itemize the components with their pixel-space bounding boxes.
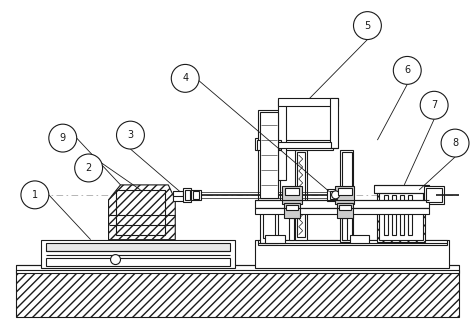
- Bar: [374, 185, 429, 193]
- Bar: [337, 203, 353, 218]
- Bar: [426, 188, 442, 202]
- Text: 1: 1: [32, 190, 38, 200]
- Circle shape: [171, 64, 199, 92]
- Text: 5: 5: [365, 21, 371, 31]
- Text: 2: 2: [85, 163, 92, 173]
- Bar: [285, 188, 299, 195]
- Bar: [329, 98, 337, 148]
- Bar: [408, 195, 412, 235]
- Bar: [16, 265, 459, 273]
- Text: 6: 6: [404, 65, 410, 75]
- Bar: [377, 190, 425, 242]
- Text: 4: 4: [182, 73, 188, 83]
- Text: 7: 7: [431, 100, 438, 110]
- Circle shape: [49, 124, 77, 152]
- Bar: [335, 186, 355, 204]
- Bar: [46, 257, 230, 266]
- Bar: [384, 195, 388, 235]
- Bar: [255, 208, 429, 214]
- Polygon shape: [109, 185, 175, 240]
- Bar: [183, 188, 191, 202]
- Text: 8: 8: [452, 138, 458, 148]
- Bar: [278, 98, 337, 106]
- Bar: [282, 186, 302, 204]
- Bar: [46, 243, 230, 251]
- Bar: [286, 205, 298, 210]
- Bar: [424, 186, 444, 204]
- Bar: [255, 200, 429, 208]
- Text: 9: 9: [60, 133, 66, 143]
- Bar: [260, 145, 278, 243]
- Circle shape: [75, 154, 102, 182]
- Bar: [337, 188, 352, 195]
- Bar: [193, 191, 199, 199]
- Bar: [257, 140, 281, 150]
- Bar: [116, 190, 165, 235]
- Bar: [191, 190, 201, 200]
- Bar: [278, 100, 286, 180]
- Bar: [258, 240, 447, 245]
- Circle shape: [441, 129, 469, 157]
- Bar: [327, 189, 338, 201]
- Bar: [173, 191, 183, 199]
- Circle shape: [117, 121, 145, 149]
- Bar: [392, 195, 396, 235]
- Bar: [278, 142, 330, 148]
- Bar: [41, 240, 235, 267]
- Bar: [173, 196, 187, 201]
- Bar: [16, 269, 459, 317]
- Circle shape: [393, 57, 421, 84]
- Bar: [342, 152, 352, 240]
- Circle shape: [354, 12, 382, 39]
- Bar: [401, 195, 404, 235]
- Bar: [255, 240, 449, 267]
- Bar: [289, 218, 294, 240]
- Circle shape: [21, 181, 49, 209]
- Bar: [260, 112, 278, 198]
- Bar: [297, 152, 305, 237]
- Bar: [265, 235, 285, 243]
- Bar: [255, 138, 283, 150]
- Circle shape: [420, 91, 448, 119]
- Bar: [263, 148, 275, 238]
- Bar: [338, 205, 350, 210]
- Bar: [339, 150, 354, 242]
- Circle shape: [110, 255, 120, 265]
- Bar: [185, 190, 190, 200]
- Bar: [284, 203, 300, 218]
- Bar: [342, 218, 346, 240]
- Bar: [379, 192, 423, 240]
- Bar: [295, 150, 307, 240]
- Bar: [278, 140, 333, 150]
- Bar: [258, 110, 280, 200]
- Text: 3: 3: [128, 130, 134, 140]
- Circle shape: [332, 191, 339, 199]
- Bar: [349, 235, 369, 243]
- Bar: [329, 191, 337, 199]
